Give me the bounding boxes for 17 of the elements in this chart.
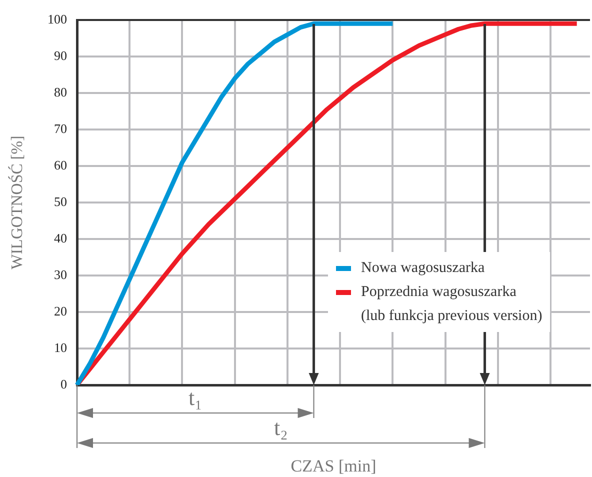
legend-label: Poprzednia wagosuszarka (lub funkcja previous version) (361, 283, 542, 326)
y-tick-label: 30 (54, 266, 67, 282)
legend-label: Nowa wagosuszarka (361, 259, 485, 278)
y-tick-label: 90 (54, 48, 67, 63)
y-tick-label: 10 (54, 340, 67, 355)
y-tick-label: 20 (54, 303, 67, 318)
text: t₂ (274, 414, 288, 440)
y-tick-label: 70 (54, 120, 67, 136)
annotation: t₁ (188, 384, 202, 410)
y-tick-label: 40 (54, 230, 67, 246)
y-axis-title: WILGOTNOŚĆ [%] (8, 136, 26, 270)
y-tick-label: 60 (54, 157, 67, 172)
y-tick-label: 80 (54, 84, 67, 100)
y-tick-label: 100 (48, 11, 67, 26)
x-axis-title: CZAS [min] (290, 456, 376, 476)
y-tick-label: 0 (60, 376, 67, 392)
y-tick-label: 50 (54, 194, 67, 209)
